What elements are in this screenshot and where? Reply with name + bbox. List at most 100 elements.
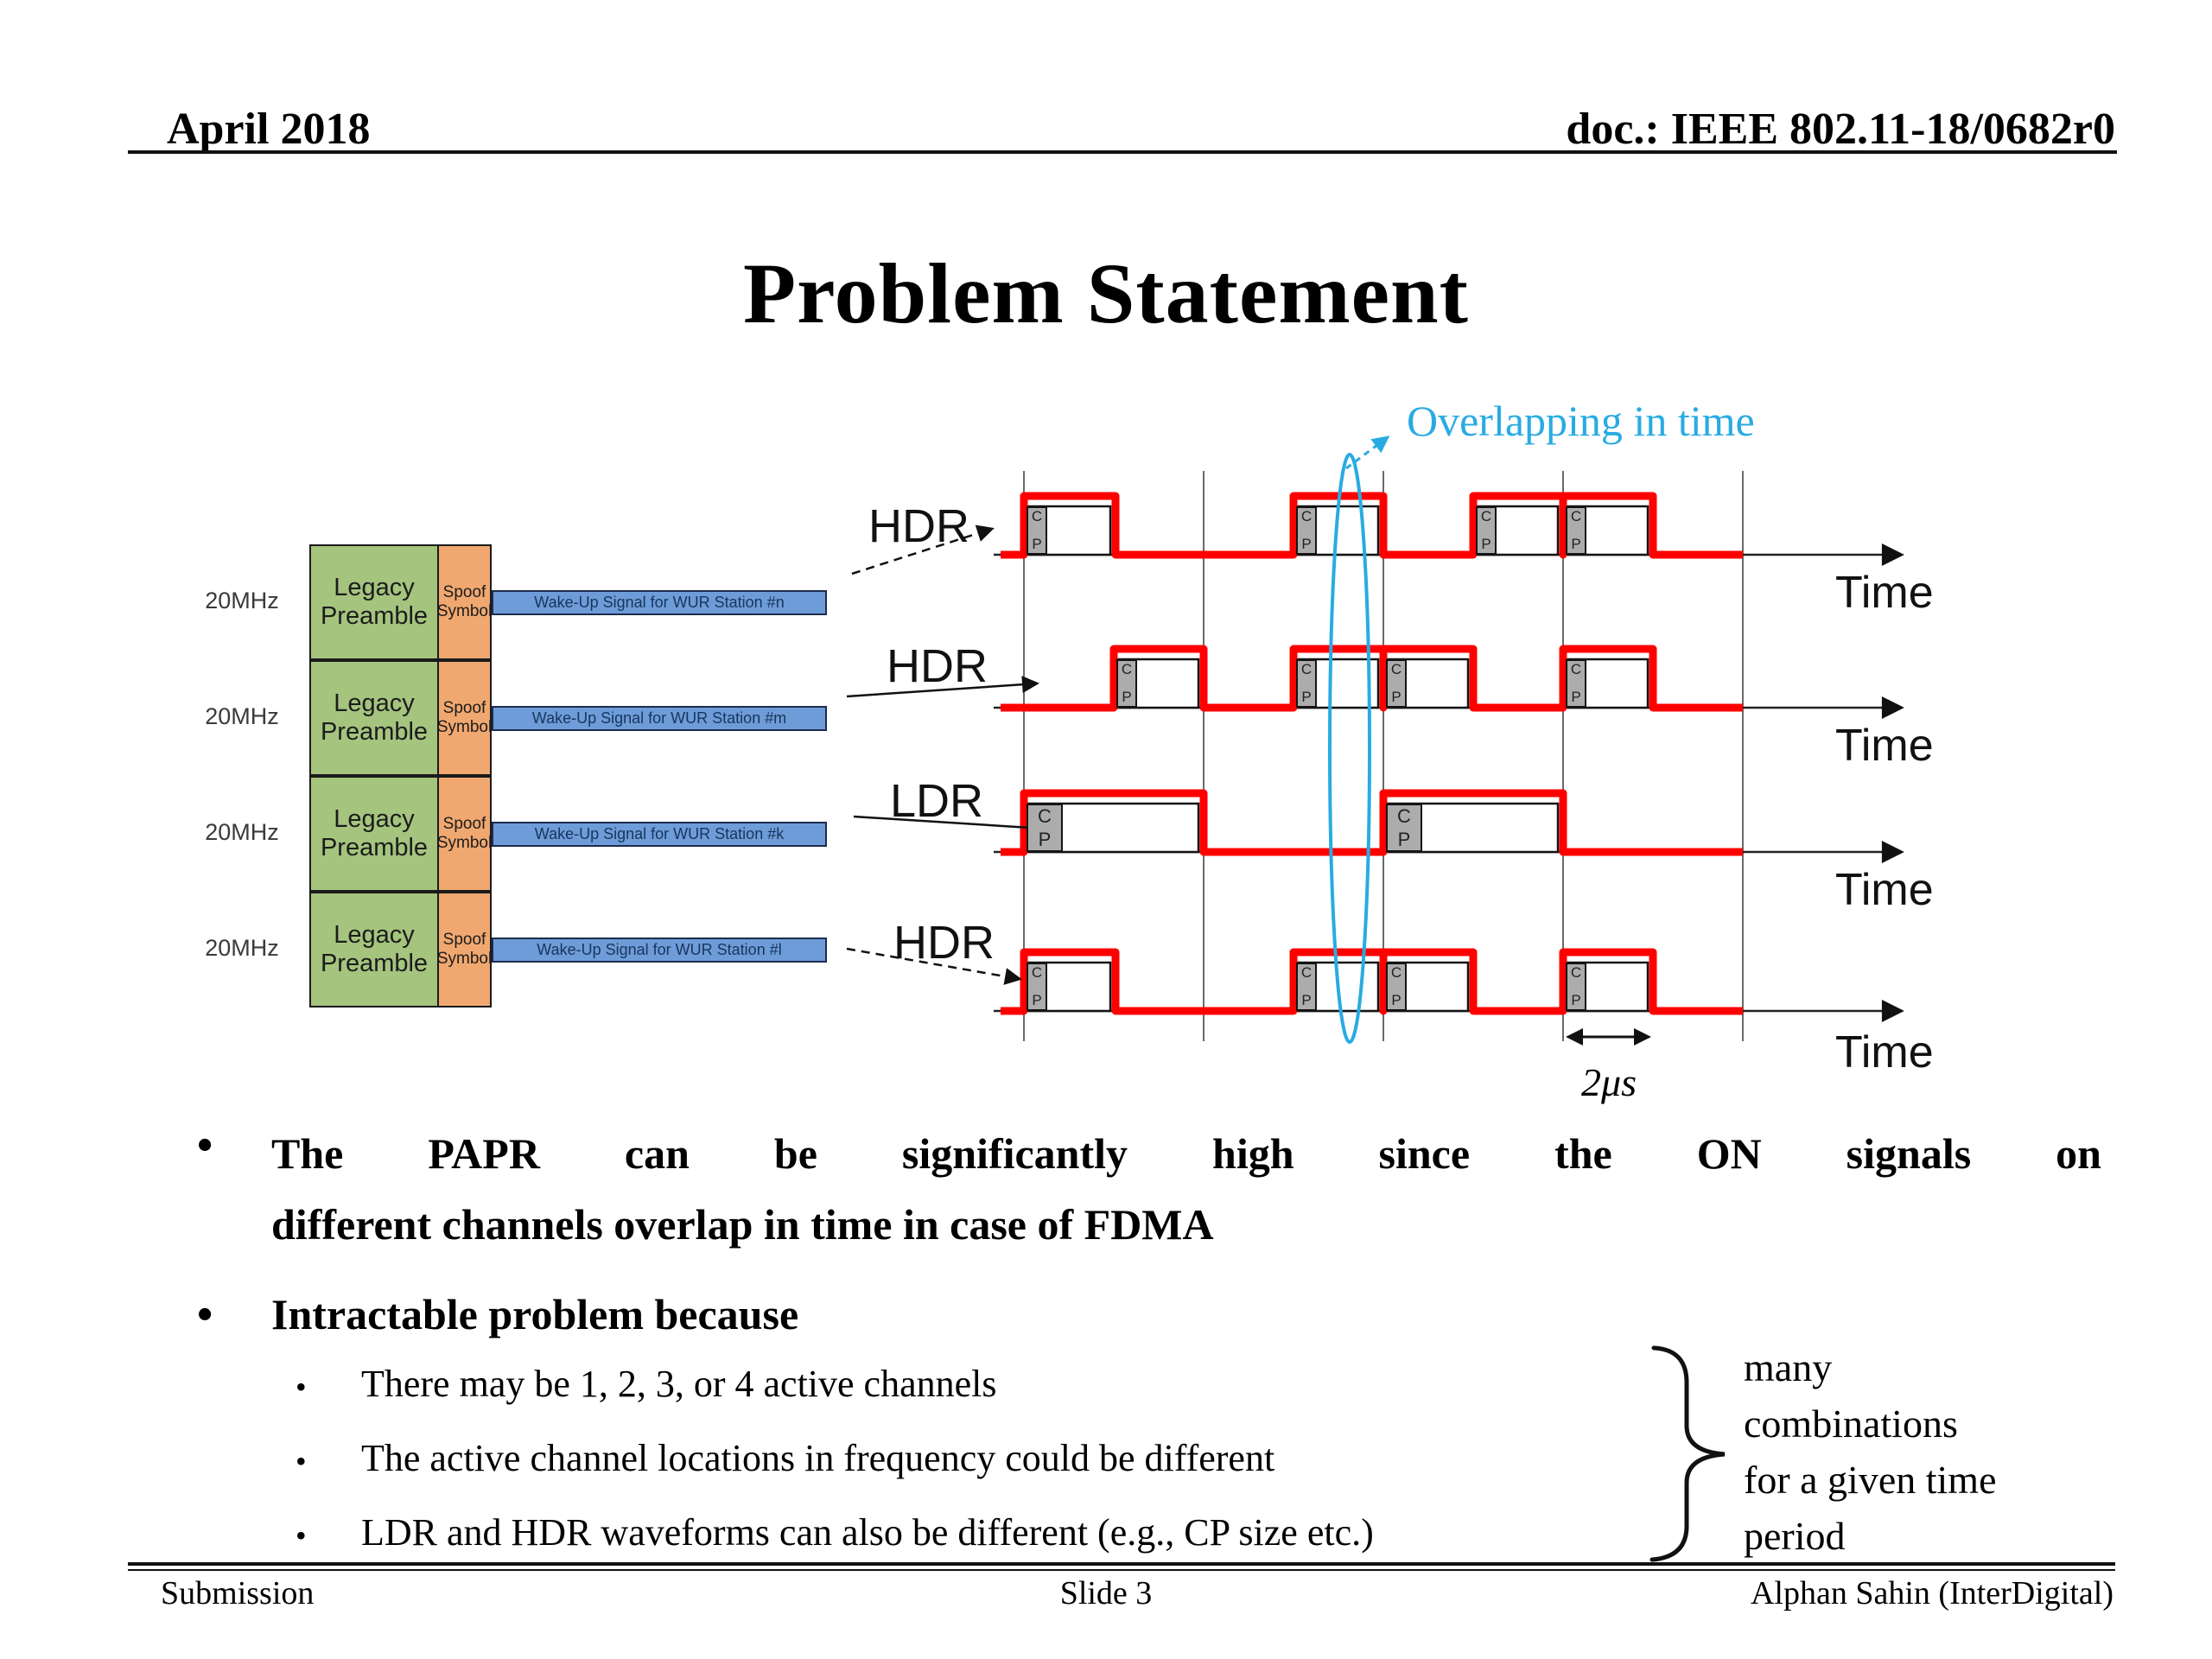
envelope-hdr-2 xyxy=(1001,645,1743,712)
cp-letter-p: P xyxy=(1571,992,1581,1008)
cp-letter-c: C xyxy=(1397,805,1411,827)
legacy-preamble-box-3: Legacy Preamble xyxy=(309,776,439,892)
sub-bullet-locations: The active channel locations in frequenc… xyxy=(361,1437,1275,1479)
cp-letter-p: P xyxy=(1481,536,1491,552)
cp-letter-p: P xyxy=(1391,689,1402,705)
time-axes xyxy=(994,543,1904,1022)
cp-letter-p: P xyxy=(1032,536,1042,552)
sub-bullet-waveforms: LDR and HDR waveforms can also be differ… xyxy=(361,1511,1374,1554)
cp-letter-p: P xyxy=(1301,992,1312,1008)
grouping-brace xyxy=(1649,1345,1726,1562)
cp-letter-p: P xyxy=(1397,829,1411,850)
footer-slide-number: Slide 3 xyxy=(1059,1575,1153,1611)
cp-letter-p: P xyxy=(1301,536,1312,552)
symbol-boxes xyxy=(1025,505,1649,1013)
rate-label-hdr-2: HDR xyxy=(887,640,988,692)
footer-submission: Submission xyxy=(161,1575,315,1611)
wakeup-signal-bar-4: Wake-Up Signal for WUR Station #l xyxy=(492,938,827,963)
bandwidth-label-2: 20MHz xyxy=(205,703,279,729)
cp-letter-c: C xyxy=(1300,964,1313,981)
envelope-hdr-1 xyxy=(1001,492,1743,559)
cp-letter-c: C xyxy=(1031,508,1043,524)
sub-bullet-channels: There may be 1, 2, 3, or 4 active channe… xyxy=(361,1363,997,1405)
legacy-preamble-box-1: Legacy Preamble xyxy=(309,544,439,660)
rate-label-hdr-4: HDR xyxy=(893,917,995,969)
cp-letter-c: C xyxy=(1300,661,1313,677)
header-date: April 2018 xyxy=(167,105,371,154)
legacy-preamble-box-2: Legacy Preamble xyxy=(309,660,439,776)
rate-label-ldr-3: LDR xyxy=(890,775,984,827)
rate-label-hdr-1: HDR xyxy=(868,500,969,552)
spoof-symbol-box-2: Spoof Symbol xyxy=(437,660,492,776)
cp-letter-c: C xyxy=(1390,661,1402,677)
time-axis-label-3: Time xyxy=(1835,865,1934,915)
legacy-preamble-box-4: Legacy Preamble xyxy=(309,892,439,1007)
bandwidth-label-3: 20MHz xyxy=(205,819,279,845)
rate-label-arrows xyxy=(846,524,1046,985)
time-gridlines xyxy=(1023,471,1744,1041)
bullet-papr: The PAPR can be significantly high since… xyxy=(271,1118,2101,1260)
footer-author: Alphan Sahin (InterDigital) xyxy=(1750,1575,2113,1611)
sub-bullet-marker: • xyxy=(296,1444,307,1478)
bullet-papr-line1: The PAPR can be significantly high since… xyxy=(271,1129,2101,1178)
cp-letter-c: C xyxy=(1038,805,1052,827)
wakeup-signal-bar-1: Wake-Up Signal for WUR Station #n xyxy=(492,590,827,615)
spoof-symbol-box-4: Spoof Symbol xyxy=(437,892,492,1007)
envelope-ldr-3 xyxy=(1001,789,1743,856)
cp-letter-p: P xyxy=(1301,689,1312,705)
cp-letter-p: P xyxy=(1038,829,1052,850)
header-rule xyxy=(128,150,2117,154)
bandwidth-label-4: 20MHz xyxy=(205,935,279,961)
cp-letter-c: C xyxy=(1570,661,1582,677)
overlap-label: Overlapping in time xyxy=(1407,397,1755,445)
signal-envelopes xyxy=(1001,492,1743,1015)
cp-letter-c: C xyxy=(1300,508,1313,524)
bullet-intractable: Intractable problem because xyxy=(271,1290,799,1338)
bandwidth-label-1: 20MHz xyxy=(205,588,279,613)
footer-rule-thick xyxy=(128,1562,2115,1566)
cp-letter-p: P xyxy=(1032,992,1042,1008)
time-axis-label-2: Time xyxy=(1835,721,1934,771)
footer-rule-thin xyxy=(128,1569,2115,1571)
time-axis-label-4: Time xyxy=(1835,1027,1934,1077)
spoof-symbol-box-1: Spoof Symbol xyxy=(437,544,492,660)
combinations-annotation: many combinations for a given time perio… xyxy=(1744,1345,1997,1558)
header-doc-id: doc.: IEEE 802.11-18/0682r0 xyxy=(1566,105,2115,154)
cp-letter-p: P xyxy=(1571,536,1581,552)
cp-letter-c: C xyxy=(1480,508,1492,524)
cp-letter-c: C xyxy=(1570,508,1582,524)
overlap-callout-arrow xyxy=(1345,435,1390,470)
cp-letter-p: P xyxy=(1391,992,1402,1008)
cp-letter-c: C xyxy=(1121,661,1133,677)
wakeup-signal-bar-3: Wake-Up Signal for WUR Station #k xyxy=(492,822,827,847)
overlap-ellipse xyxy=(1328,453,1371,1044)
cp-letter-c: C xyxy=(1031,964,1043,981)
sub-bullet-marker: • xyxy=(296,1518,307,1553)
sub-bullet-marker: • xyxy=(296,1370,307,1404)
bullet-marker: • xyxy=(197,1121,213,1170)
spoof-symbol-box-3: Spoof Symbol xyxy=(437,776,492,892)
cp-letter-p: P xyxy=(1122,689,1132,705)
cp-letter-p: P xyxy=(1571,689,1581,705)
envelope-hdr-4 xyxy=(1001,948,1743,1015)
duration-label: 2μs xyxy=(1581,1060,1637,1104)
time-axis-label-1: Time xyxy=(1835,568,1934,618)
bullet-marker: • xyxy=(197,1290,213,1339)
cp-letter-c: C xyxy=(1390,964,1402,981)
page-title: Problem Statement xyxy=(743,245,1469,341)
